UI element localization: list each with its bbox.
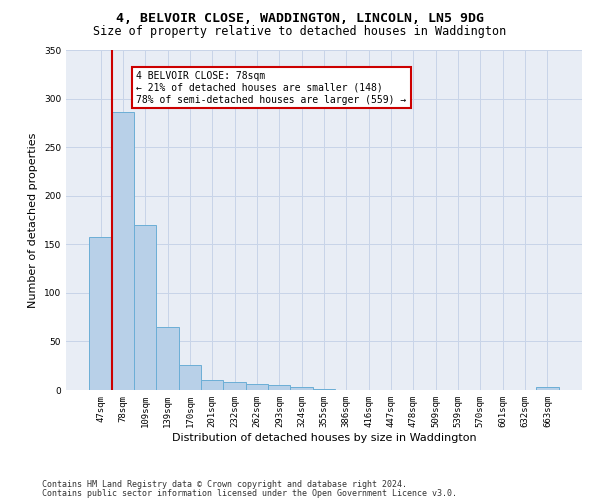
Text: Contains HM Land Registry data © Crown copyright and database right 2024.: Contains HM Land Registry data © Crown c… (42, 480, 407, 489)
X-axis label: Distribution of detached houses by size in Waddington: Distribution of detached houses by size … (172, 432, 476, 442)
Bar (157, 327, 179, 390)
Bar (313, 389, 335, 390)
Bar (246, 384, 268, 390)
Bar (290, 387, 313, 390)
Text: 4 BELVOIR CLOSE: 78sqm
← 21% of detached houses are smaller (148)
78% of semi-de: 4 BELVOIR CLOSE: 78sqm ← 21% of detached… (136, 72, 407, 104)
Bar (223, 382, 246, 390)
Bar (201, 380, 223, 390)
Bar (89, 238, 112, 390)
Y-axis label: Number of detached properties: Number of detached properties (28, 132, 38, 308)
Bar (112, 112, 134, 390)
Bar (536, 387, 559, 390)
Bar (179, 364, 201, 390)
Text: Contains public sector information licensed under the Open Government Licence v3: Contains public sector information licen… (42, 488, 457, 498)
Text: Size of property relative to detached houses in Waddington: Size of property relative to detached ho… (94, 25, 506, 38)
Bar (134, 225, 157, 390)
Bar (268, 385, 290, 390)
Text: 4, BELVOIR CLOSE, WADDINGTON, LINCOLN, LN5 9DG: 4, BELVOIR CLOSE, WADDINGTON, LINCOLN, L… (116, 12, 484, 26)
